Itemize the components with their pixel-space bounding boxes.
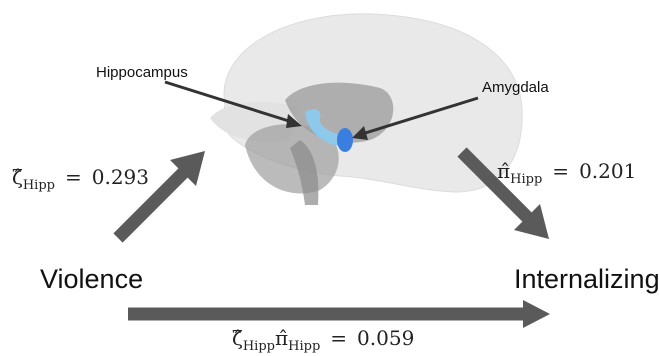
- equals: =: [552, 159, 569, 183]
- symbol: ζ̂: [12, 165, 23, 189]
- value: 0.201: [579, 159, 636, 183]
- equation: ζ̂Hipp = 0.293: [12, 165, 149, 193]
- node-label: Violence: [40, 264, 143, 294]
- symbol: π̂: [275, 326, 288, 350]
- subscript: Hipp: [243, 339, 275, 354]
- amygdala-shape: [337, 128, 353, 152]
- subscript: Hipp: [510, 172, 542, 187]
- region-label: Amygdala: [482, 79, 549, 96]
- equation: ζ̂Hippπ̂Hipp=0.059: [232, 326, 414, 354]
- symbol: π̂: [497, 159, 510, 183]
- equals: =: [65, 165, 82, 189]
- equals: =: [330, 326, 347, 350]
- symbol: ζ̂: [232, 326, 243, 350]
- node-label: Internalizing: [514, 264, 659, 294]
- value: 0.059: [357, 326, 414, 350]
- diagram: Hippocampus Amygdala Violence Internaliz…: [0, 0, 659, 356]
- equation: π̂Hipp = 0.201: [497, 159, 636, 187]
- subscript: Hipp: [288, 339, 320, 354]
- subscript: Hipp: [23, 178, 55, 193]
- value: 0.293: [92, 165, 149, 189]
- path-arrows: [118, 151, 550, 328]
- region-label: Hippocampus: [96, 64, 188, 81]
